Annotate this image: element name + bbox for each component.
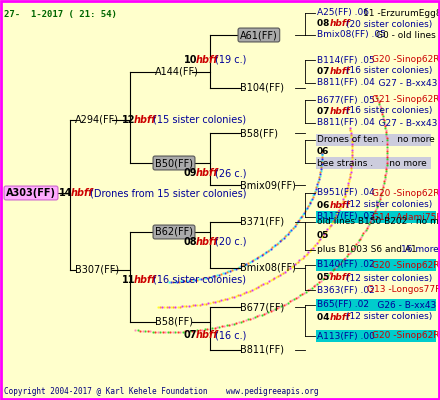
Text: (15 sister colonies): (15 sister colonies): [153, 115, 246, 125]
Text: (12 sister colonies): (12 sister colonies): [346, 274, 433, 282]
Text: (26 c.): (26 c.): [215, 168, 246, 178]
Text: 07: 07: [317, 66, 333, 76]
Text: Copyright 2004-2017 @ Karl Kehele Foundation    www.pedigreeapis.org: Copyright 2004-2017 @ Karl Kehele Founda…: [4, 387, 319, 396]
Text: G21 -Sinop62R: G21 -Sinop62R: [372, 96, 439, 104]
Text: (12 sister colonies): (12 sister colonies): [346, 312, 433, 322]
Text: B677(FF): B677(FF): [240, 302, 284, 312]
FancyBboxPatch shape: [316, 299, 436, 311]
FancyBboxPatch shape: [316, 157, 431, 169]
Text: G27 - B-xx43: G27 - B-xx43: [367, 118, 438, 128]
Text: B811(FF) .04: B811(FF) .04: [317, 118, 375, 128]
Text: (16 sister colonies): (16 sister colonies): [346, 66, 433, 76]
Text: G26 - B-xx43: G26 - B-xx43: [363, 300, 436, 310]
Text: B58(FF): B58(FF): [240, 128, 278, 138]
Text: 08: 08: [184, 237, 198, 247]
Text: B811(FF) .04: B811(FF) .04: [317, 78, 375, 88]
Text: 07: 07: [184, 330, 198, 340]
Text: A294(FF): A294(FF): [75, 115, 119, 125]
Text: 14: 14: [59, 188, 73, 198]
Text: G13 -Longos77R: G13 -Longos77R: [367, 286, 440, 294]
Text: B50(FF): B50(FF): [155, 158, 193, 168]
Text: A303(FF): A303(FF): [6, 188, 56, 198]
Text: (16 c.): (16 c.): [215, 330, 246, 340]
FancyBboxPatch shape: [316, 211, 436, 223]
Text: 27-  1-2017 ( 21: 54): 27- 1-2017 ( 21: 54): [4, 10, 117, 19]
Text: B114(FF) .05: B114(FF) .05: [317, 56, 378, 64]
Text: G20 -Sinop62R: G20 -Sinop62R: [372, 332, 439, 340]
Text: A144(FF): A144(FF): [155, 67, 199, 77]
Text: B117(FF) .03: B117(FF) .03: [317, 212, 378, 222]
Text: 08: 08: [317, 20, 333, 28]
Text: hbff: hbff: [330, 106, 350, 116]
Text: G20 -Sinop62R: G20 -Sinop62R: [372, 188, 439, 198]
Text: B140(FF) .02: B140(FF) .02: [317, 260, 378, 270]
Text: B371(FF): B371(FF): [240, 217, 284, 227]
Text: hbff: hbff: [71, 188, 93, 198]
Text: Drones of ten .: Drones of ten .: [317, 136, 384, 144]
Text: hbff: hbff: [330, 20, 350, 28]
Text: A61(FF): A61(FF): [240, 30, 278, 40]
Text: hbff: hbff: [196, 330, 219, 340]
Text: 05: 05: [317, 232, 330, 240]
Text: 09: 09: [184, 168, 198, 178]
Text: plus B1003 S6 and A1: plus B1003 S6 and A1: [317, 246, 417, 254]
Text: B62(FF): B62(FF): [155, 227, 193, 237]
Text: hbff: hbff: [330, 66, 350, 76]
Text: bee strains .: bee strains .: [317, 158, 373, 168]
FancyBboxPatch shape: [316, 259, 436, 271]
Text: (16 sister colonies): (16 sister colonies): [153, 275, 246, 285]
Text: (20 sister colonies): (20 sister colonies): [346, 20, 433, 28]
Text: (19 c.): (19 c.): [215, 55, 246, 65]
Text: (20 c.): (20 c.): [215, 237, 246, 247]
Text: G20 -Sinop62R: G20 -Sinop62R: [372, 56, 439, 64]
Text: G27 - B-xx43: G27 - B-xx43: [367, 78, 438, 88]
Text: G0 - old lines B: G0 - old lines B: [376, 30, 440, 40]
Text: B58(FF): B58(FF): [155, 317, 193, 327]
Text: A113(FF) .00: A113(FF) .00: [317, 332, 378, 340]
Text: (12 sister colonies): (12 sister colonies): [346, 200, 433, 210]
Text: 07: 07: [317, 106, 333, 116]
Text: 06: 06: [317, 148, 330, 156]
Text: hbff: hbff: [330, 274, 350, 282]
Text: hbff: hbff: [196, 237, 219, 247]
Text: old lines B150 B202 . no more: old lines B150 B202 . no more: [317, 218, 440, 226]
Text: B677(FF) .05: B677(FF) .05: [317, 96, 378, 104]
Text: B104(FF): B104(FF): [240, 83, 284, 93]
Text: G20 -Sinop62R: G20 -Sinop62R: [372, 260, 439, 270]
Text: Bmix09(FF): Bmix09(FF): [240, 180, 296, 190]
Text: 11: 11: [122, 275, 136, 285]
Text: 04: 04: [317, 312, 333, 322]
Text: 06: 06: [317, 200, 333, 210]
Text: 10: 10: [184, 55, 198, 65]
Text: B811(FF): B811(FF): [240, 345, 284, 355]
Text: Bmix08(FF): Bmix08(FF): [240, 263, 296, 273]
FancyBboxPatch shape: [316, 134, 431, 146]
Text: (16 sister colonies): (16 sister colonies): [346, 106, 433, 116]
Text: 16 more: 16 more: [401, 246, 439, 254]
Text: G14 -Adami75R: G14 -Adami75R: [372, 212, 440, 222]
Text: hbff: hbff: [330, 312, 350, 322]
Text: A25(FF) .06: A25(FF) .06: [317, 8, 369, 18]
Text: hbff: hbff: [196, 55, 219, 65]
Text: 12: 12: [122, 115, 136, 125]
Text: (Drones from 15 sister colonies): (Drones from 15 sister colonies): [90, 188, 246, 198]
Text: hbff: hbff: [134, 115, 157, 125]
Text: no more: no more: [372, 158, 426, 168]
Text: Bmix08(FF) .05: Bmix08(FF) .05: [317, 30, 386, 40]
Text: no more: no more: [380, 136, 435, 144]
Text: hbff: hbff: [196, 168, 219, 178]
Text: hbff: hbff: [330, 200, 350, 210]
Text: B65(FF) .02: B65(FF) .02: [317, 300, 369, 310]
Text: B951(FF) .04: B951(FF) .04: [317, 188, 378, 198]
Text: B363(FF) .02: B363(FF) .02: [317, 286, 375, 294]
Text: 11 -ErzurumEgg8: 11 -ErzurumEgg8: [363, 8, 440, 18]
Text: 05: 05: [317, 274, 333, 282]
Text: B307(FF): B307(FF): [75, 265, 119, 275]
Text: hbff: hbff: [134, 275, 157, 285]
FancyBboxPatch shape: [316, 330, 436, 342]
